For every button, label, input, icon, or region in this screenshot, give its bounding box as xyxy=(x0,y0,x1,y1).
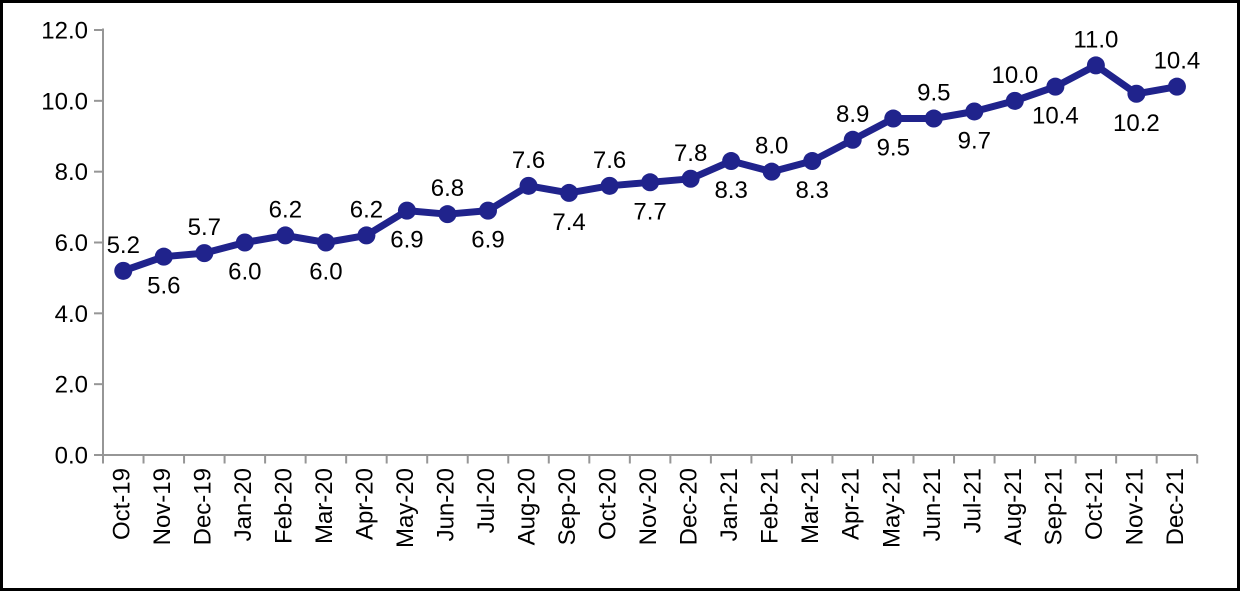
data-label: 6.2 xyxy=(350,196,383,223)
x-tick-label: Oct-21 xyxy=(1081,468,1108,540)
x-tick-label: Sep-21 xyxy=(1040,468,1067,545)
x-tick-label: Dec-20 xyxy=(676,468,703,545)
y-tick-label: 6.0 xyxy=(55,230,88,257)
y-tick-label: 8.0 xyxy=(55,159,88,186)
data-label: 11.0 xyxy=(1073,26,1118,53)
x-tick-label: Oct-19 xyxy=(108,468,135,540)
data-label: 10.2 xyxy=(1113,110,1160,137)
x-tick-label: Jan-20 xyxy=(230,468,257,541)
data-label: 7.6 xyxy=(512,147,545,174)
data-point xyxy=(803,152,822,171)
y-tick-label: 12.0 xyxy=(41,18,88,45)
data-label: 10.4 xyxy=(1032,103,1079,130)
data-label: 6.8 xyxy=(431,175,464,202)
data-point xyxy=(884,109,903,128)
data-point xyxy=(195,244,214,263)
data-label: 9.5 xyxy=(917,80,950,107)
x-tick-label: Aug-20 xyxy=(514,468,541,545)
data-point xyxy=(114,261,133,280)
x-tick-label: Nov-21 xyxy=(1121,468,1148,545)
x-tick-label: Dec-21 xyxy=(1162,468,1189,545)
y-tick-label: 0.0 xyxy=(55,443,88,470)
data-label: 5.6 xyxy=(147,273,180,300)
data-label: 7.7 xyxy=(633,198,666,225)
x-tick-label: Mar-20 xyxy=(311,468,338,544)
data-label: 6.0 xyxy=(228,259,261,286)
x-tick-label: Jun-21 xyxy=(919,468,946,541)
x-tick-label: May-21 xyxy=(878,468,905,548)
data-point xyxy=(276,226,295,245)
data-label: 9.5 xyxy=(877,135,910,162)
x-tick-label: Jul-21 xyxy=(959,468,986,533)
data-label: 6.2 xyxy=(269,196,302,223)
data-point xyxy=(1086,56,1105,75)
x-axis-labels: Oct-19 Nov-19 Dec-19 Jan-20 Feb-20 Mar-20 Apr-… xyxy=(108,468,1189,548)
x-tick-label: Apr-21 xyxy=(838,468,865,540)
data-point xyxy=(681,169,700,188)
x-tick-label: Sep-20 xyxy=(554,468,581,545)
x-tick-label: Apr-20 xyxy=(351,468,378,540)
data-point xyxy=(722,152,741,171)
data-point xyxy=(397,201,416,220)
data-label: 9.7 xyxy=(958,127,991,154)
data-point xyxy=(357,226,376,245)
data-label: 10.0 xyxy=(991,62,1038,89)
data-point xyxy=(519,176,538,195)
data-point xyxy=(154,247,173,266)
data-point xyxy=(641,173,660,192)
data-label: 5.2 xyxy=(107,232,140,259)
data-point xyxy=(1046,77,1065,96)
x-tick-label: Jan-21 xyxy=(716,468,743,541)
data-point xyxy=(478,201,497,220)
data-label: 8.9 xyxy=(836,101,869,128)
y-tick-label: 10.0 xyxy=(41,88,88,115)
data-label: 8.3 xyxy=(714,177,747,204)
data-point xyxy=(1127,84,1146,103)
x-tick-label: Oct-20 xyxy=(595,468,622,540)
x-tick-label: Jun-20 xyxy=(432,468,459,541)
data-label: 6.9 xyxy=(471,227,504,254)
x-tick-label: Nov-20 xyxy=(635,468,662,545)
data-label: 8.0 xyxy=(755,133,788,160)
axes xyxy=(94,28,1199,464)
data-point xyxy=(560,183,579,202)
x-tick-label: Jul-20 xyxy=(473,468,500,533)
data-point xyxy=(235,233,254,252)
data-point xyxy=(316,233,335,252)
x-tick-label: May-20 xyxy=(392,468,419,548)
data-labels: 5.2 5.6 5.7 6.0 6.2 6.0 6.2 6.9 6.8 6.9 7.6 7.4 7.6 7… xyxy=(107,26,1201,299)
x-tick-label: Aug-21 xyxy=(1000,468,1027,545)
data-point xyxy=(762,162,781,181)
data-label: 7.8 xyxy=(674,140,707,167)
x-tick-label: Dec-19 xyxy=(189,468,216,545)
y-tick-label: 2.0 xyxy=(55,372,88,399)
data-point xyxy=(1005,91,1024,110)
data-point xyxy=(843,130,862,149)
x-tick-label: Mar-21 xyxy=(797,468,824,544)
data-label: 6.9 xyxy=(390,227,423,254)
data-label: 8.3 xyxy=(796,177,829,204)
y-axis-labels: 0.0 2.0 4.0 6.0 8.0 10.0 12.0 xyxy=(41,18,88,470)
data-label: 10.4 xyxy=(1154,48,1201,75)
data-point xyxy=(438,205,457,224)
y-tick-label: 4.0 xyxy=(55,301,88,328)
data-point xyxy=(924,109,943,128)
x-tick-label: Nov-19 xyxy=(149,468,176,545)
x-tick-label: Feb-21 xyxy=(757,468,784,544)
data-point xyxy=(1167,77,1186,96)
data-point xyxy=(600,176,619,195)
data-label: 5.7 xyxy=(188,214,221,241)
x-tick-label: Feb-20 xyxy=(270,468,297,544)
data-label: 6.0 xyxy=(309,259,342,286)
series-markers xyxy=(114,56,1186,280)
data-point xyxy=(965,102,984,121)
data-label: 7.4 xyxy=(552,209,585,236)
data-label: 7.6 xyxy=(593,147,626,174)
